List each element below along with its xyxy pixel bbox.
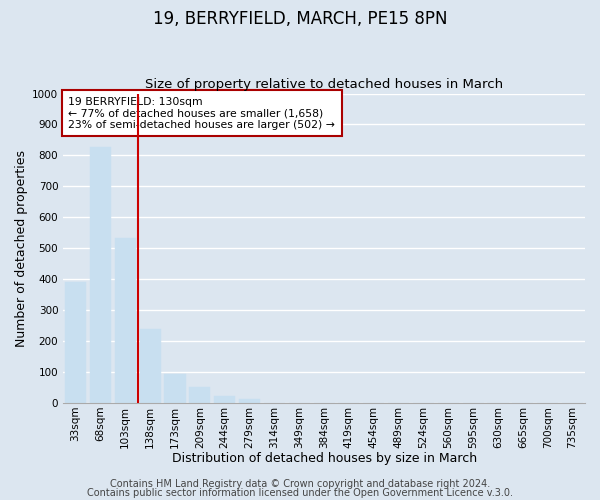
Bar xyxy=(164,374,185,403)
Bar xyxy=(90,147,111,403)
Title: Size of property relative to detached houses in March: Size of property relative to detached ho… xyxy=(145,78,503,91)
Bar xyxy=(140,328,161,403)
Bar xyxy=(65,282,86,403)
Bar xyxy=(214,396,235,403)
Bar xyxy=(189,386,211,403)
X-axis label: Distribution of detached houses by size in March: Distribution of detached houses by size … xyxy=(172,452,476,465)
Text: 19, BERRYFIELD, MARCH, PE15 8PN: 19, BERRYFIELD, MARCH, PE15 8PN xyxy=(153,10,447,28)
Y-axis label: Number of detached properties: Number of detached properties xyxy=(15,150,28,346)
Text: Contains public sector information licensed under the Open Government Licence v.: Contains public sector information licen… xyxy=(87,488,513,498)
Bar xyxy=(115,238,136,403)
Text: 19 BERRYFIELD: 130sqm
← 77% of detached houses are smaller (1,658)
23% of semi-d: 19 BERRYFIELD: 130sqm ← 77% of detached … xyxy=(68,96,335,130)
Bar xyxy=(239,398,260,403)
Text: Contains HM Land Registry data © Crown copyright and database right 2024.: Contains HM Land Registry data © Crown c… xyxy=(110,479,490,489)
